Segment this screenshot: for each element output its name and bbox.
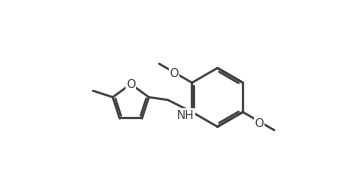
- Text: NH: NH: [177, 109, 195, 122]
- Text: O: O: [126, 78, 136, 91]
- Text: O: O: [254, 117, 264, 129]
- Text: O: O: [169, 67, 179, 80]
